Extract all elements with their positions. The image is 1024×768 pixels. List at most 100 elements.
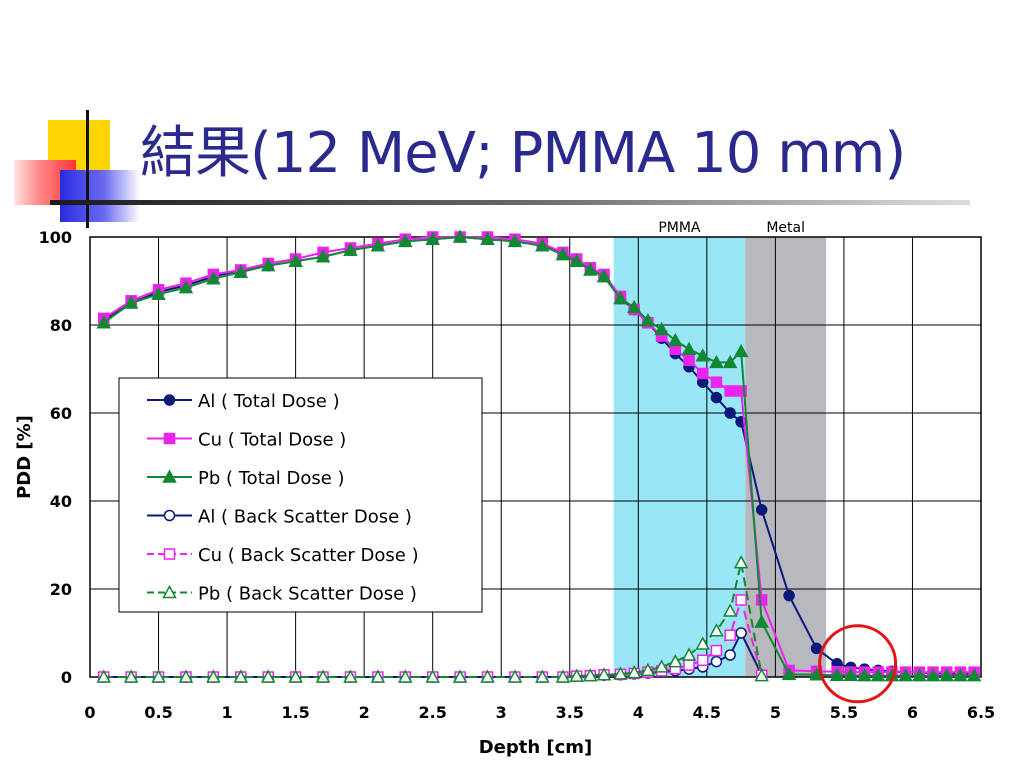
data-point (151, 669, 166, 683)
data-point (912, 668, 927, 682)
data-point (696, 654, 709, 667)
data-point (966, 668, 982, 682)
data-point (755, 594, 768, 606)
data-point (722, 603, 738, 617)
data-point (710, 655, 723, 668)
data-point (535, 238, 550, 252)
series-5 (96, 555, 769, 683)
data-point (668, 332, 683, 347)
data-point (925, 668, 941, 682)
data-point (722, 354, 738, 369)
region-label: Metal (766, 220, 805, 236)
data-point (583, 668, 598, 682)
y-axis-label: PDD [%] (14, 415, 35, 499)
data-point (569, 668, 584, 682)
legend-label: Pb ( Back Scatter Dose ) (198, 584, 417, 605)
data-point (555, 669, 571, 683)
data-point (724, 407, 736, 419)
title-underline (50, 200, 970, 205)
deco-vertical-rule (86, 110, 89, 228)
series-line (103, 562, 763, 678)
y-tick-label: 100 (39, 228, 72, 247)
x-tick-label: 0.5 (144, 703, 172, 722)
data-point (163, 394, 176, 406)
x-tick-label: 3.5 (556, 703, 584, 722)
data-point (724, 629, 736, 641)
data-point (370, 238, 386, 252)
x-tick-label: 5.5 (830, 703, 858, 722)
data-point (683, 659, 695, 671)
data-point (535, 669, 550, 683)
region-band-1 (745, 237, 827, 677)
x-tick-label: 6.5 (967, 703, 995, 722)
data-point (480, 669, 495, 683)
data-point (178, 280, 194, 294)
data-point (626, 299, 642, 314)
region-label: PMMA (658, 220, 701, 236)
deco-blue-gradient-square (60, 170, 140, 222)
data-point (710, 644, 723, 657)
data-point (163, 432, 176, 445)
x-tick-label: 1 (222, 703, 233, 722)
data-point (953, 668, 968, 682)
data-point (398, 669, 413, 683)
data-point (452, 229, 468, 243)
data-point (733, 343, 749, 358)
y-tick-label: 80 (50, 316, 72, 335)
data-point (480, 231, 495, 245)
data-point (370, 669, 386, 683)
data-point (735, 627, 747, 639)
data-point (398, 233, 413, 248)
data-point (870, 668, 886, 682)
data-point (425, 231, 440, 245)
data-point (898, 668, 913, 682)
data-point (681, 341, 697, 355)
data-point (507, 669, 523, 683)
data-point (754, 614, 769, 628)
data-point (939, 668, 954, 682)
y-tick-label: 60 (50, 404, 72, 423)
data-point (151, 286, 166, 300)
data-point (724, 649, 736, 661)
data-point (233, 669, 249, 683)
legend-label: Cu ( Back Scatter Dose ) (198, 545, 419, 566)
data-point (754, 668, 769, 682)
data-point (709, 354, 724, 369)
data-point (654, 659, 669, 673)
data-point (569, 253, 584, 267)
data-point (96, 315, 111, 329)
legend: Al ( Total Dose ) Cu ( Total Dose ) Pb ( T… (118, 377, 483, 613)
data-point (162, 584, 177, 599)
data-point (123, 669, 139, 683)
data-point (613, 666, 628, 680)
x-axis-label: Depth [cm] (479, 737, 593, 758)
data-point (735, 594, 747, 606)
data-point (613, 291, 628, 305)
data-point (843, 667, 859, 681)
y-tick-label: 20 (50, 580, 72, 599)
data-point (710, 376, 723, 388)
data-point (288, 253, 303, 267)
data-point (596, 667, 612, 681)
data-point (709, 623, 724, 637)
data-point (696, 367, 709, 380)
data-point (583, 262, 598, 276)
data-point (206, 669, 221, 683)
x-tick-label: 3 (496, 703, 507, 722)
slide-title: 結果(12 MeV; PMMA 10 mm) (140, 121, 906, 186)
legend-label: Al ( Back Scatter Dose ) (198, 507, 412, 528)
data-point (681, 647, 697, 661)
x-tick-label: 4.5 (693, 703, 721, 722)
data-point (626, 665, 642, 679)
data-point (260, 258, 276, 272)
series-2 (96, 229, 982, 682)
data-point (735, 385, 747, 397)
data-point (507, 233, 523, 248)
x-tick-label: 4 (633, 703, 644, 722)
y-tick-label: 0 (61, 668, 72, 687)
data-point (640, 662, 656, 677)
data-point (315, 249, 331, 263)
data-point (783, 589, 795, 602)
data-point (163, 509, 176, 522)
